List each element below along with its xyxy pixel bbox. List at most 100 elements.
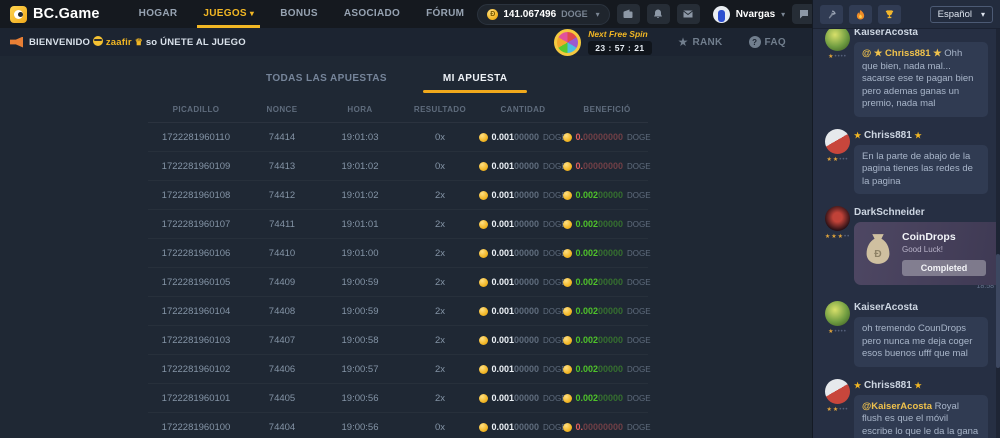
doge-coin-icon bbox=[563, 278, 572, 287]
free-spin-widget[interactable]: Next Free Spin 23 : 57 : 21 bbox=[554, 29, 651, 56]
chat-scrollbar-thumb[interactable] bbox=[996, 254, 1000, 369]
nav-item-asociado[interactable]: ASOCIADO bbox=[344, 0, 400, 28]
star-icon: ★ bbox=[678, 36, 689, 48]
cool-emoji-icon bbox=[93, 36, 103, 46]
doge-coin-icon bbox=[563, 307, 572, 316]
tab-todas-las-apuestas[interactable]: TODAS LAS APUESTAS bbox=[262, 67, 391, 93]
message-username[interactable]: ★ Chriss881 ★ bbox=[854, 130, 988, 141]
message-username[interactable]: DarkSchneider bbox=[854, 207, 988, 218]
bet-hash[interactable]: 1722281960106 bbox=[148, 248, 244, 259]
bell-icon bbox=[652, 8, 664, 20]
bet-hash[interactable]: 1722281960107 bbox=[148, 219, 244, 230]
message-bubble: oh tremendo CounDrops pero nunca me deja… bbox=[854, 317, 988, 367]
avatar[interactable] bbox=[825, 129, 850, 154]
doge-coin-icon bbox=[479, 162, 488, 171]
free-spin-label: Next Free Spin bbox=[588, 29, 651, 39]
bet-amount: 0.00100000DOGE bbox=[480, 161, 566, 172]
bet-hash[interactable]: 1722281960109 bbox=[148, 161, 244, 172]
bet-amount: 0.00100000DOGE bbox=[480, 219, 566, 230]
bets-table-header: PICADILLONONCEHORARESULTADOCANTIDADBENEF… bbox=[148, 96, 648, 123]
chat-scrollbar[interactable] bbox=[996, 28, 1000, 438]
bet-hash[interactable]: 1722281960110 bbox=[148, 132, 244, 143]
bet-hash[interactable]: 1722281960104 bbox=[148, 306, 244, 317]
bet-nonce: 74408 bbox=[244, 306, 320, 317]
bet-hash[interactable]: 1722281960101 bbox=[148, 393, 244, 404]
coindrops-title: CoinDrops bbox=[902, 231, 996, 243]
star-rating: ★★••• bbox=[826, 406, 848, 413]
bets-table: PICADILLONONCEHORARESULTADOCANTIDADBENEF… bbox=[148, 96, 648, 438]
nav-item-hogar[interactable]: HOGAR bbox=[139, 0, 178, 28]
doge-coin-icon bbox=[563, 133, 572, 142]
table-row: 17222819601077441119:01:012x0.00100000DO… bbox=[148, 210, 648, 239]
username[interactable]: Nvargas bbox=[736, 9, 775, 20]
top-navigation: BC.Game HOGAR JUEGOS▾ BONUS ASOCIADO FÓR… bbox=[0, 0, 812, 28]
messages-button[interactable] bbox=[677, 4, 700, 24]
bet-amount: 0.00100000DOGE bbox=[480, 364, 566, 375]
bets-tabs: TODAS LAS APUESTAS MI APUESTA bbox=[0, 56, 812, 93]
bet-amount: 0.00100000DOGE bbox=[480, 422, 566, 433]
wallet-button[interactable] bbox=[617, 4, 640, 24]
chat-rain-button[interactable] bbox=[820, 5, 843, 24]
star-rating: ★•••• bbox=[828, 328, 847, 335]
table-row: 17222819601007440419:00:560x0.00100000DO… bbox=[148, 413, 648, 438]
brand-logo[interactable]: BC.Game bbox=[10, 6, 100, 23]
column-header: HORA bbox=[320, 105, 400, 114]
nav-item-juegos[interactable]: JUEGOS▾ bbox=[203, 0, 254, 28]
bet-hash[interactable]: 1722281960108 bbox=[148, 190, 244, 201]
avatar[interactable] bbox=[825, 206, 850, 231]
bet-hash[interactable]: 1722281960100 bbox=[148, 422, 244, 433]
star-rating: ★★★•• bbox=[825, 233, 850, 240]
tab-mi-apuesta[interactable]: MI APUESTA bbox=[439, 67, 512, 93]
chat-messages: ★••••KaiserAcosta@ ★ Chriss881 ★ Ohh que… bbox=[813, 28, 1000, 438]
message-username[interactable]: ★ Chriss881 ★ bbox=[854, 380, 988, 391]
avatar[interactable] bbox=[825, 379, 850, 404]
doge-coin-icon bbox=[563, 162, 572, 171]
bet-nonce: 74411 bbox=[244, 219, 320, 230]
doge-coin-icon bbox=[479, 191, 488, 200]
chat-contest-button[interactable] bbox=[878, 5, 901, 24]
coindrops-card[interactable]: Ð CoinDrops Good Luck! Completed bbox=[854, 222, 1000, 285]
doge-coin-icon bbox=[479, 394, 488, 403]
mention[interactable]: @KaiserAcosta bbox=[862, 401, 932, 412]
bet-hash[interactable]: 1722281960102 bbox=[148, 364, 244, 375]
user-avatar[interactable] bbox=[713, 6, 730, 23]
avatar[interactable] bbox=[825, 301, 850, 326]
rank-link[interactable]: ★ RANK bbox=[678, 36, 723, 48]
message-username[interactable]: KaiserAcosta bbox=[854, 302, 988, 313]
table-row: 17222819601087441219:01:022x0.00100000DO… bbox=[148, 181, 648, 210]
chat-message: ★★★••DarkSchneiderÐCoinDropsGood Luck!Co… bbox=[821, 206, 988, 294]
chat-hot-button[interactable] bbox=[849, 5, 872, 24]
column-header: BENEFICIÓ bbox=[566, 105, 648, 114]
chat-message: ★••••KaiserAcosta@ ★ Chriss881 ★ Ohh que… bbox=[821, 28, 988, 122]
message-avatar-column: ★•••• bbox=[821, 301, 854, 372]
coindrops-subtitle: Good Luck! bbox=[902, 245, 996, 254]
language-selector[interactable]: Español ▾ bbox=[930, 6, 993, 23]
welcome-username[interactable]: zaafir bbox=[106, 37, 132, 48]
bet-result: 2x bbox=[400, 248, 480, 259]
bet-result: 2x bbox=[400, 335, 480, 346]
bet-profit: 0.00200000DOGE bbox=[566, 306, 648, 317]
completed-button[interactable]: Completed bbox=[902, 260, 986, 276]
doge-coin-icon: Ð bbox=[487, 9, 498, 20]
bet-profit: 0.00200000DOGE bbox=[566, 335, 648, 346]
bet-profit: 0.00200000DOGE bbox=[566, 219, 648, 230]
trophy-icon bbox=[884, 9, 895, 20]
notifications-button[interactable] bbox=[647, 4, 670, 24]
balance-selector[interactable]: Ð 141.067496 DOGE ▾ bbox=[477, 4, 609, 25]
message-username[interactable]: KaiserAcosta bbox=[854, 28, 988, 38]
megaphone-icon bbox=[10, 37, 23, 48]
mention[interactable]: @ ★ Chriss881 ★ bbox=[862, 48, 942, 59]
bet-result: 2x bbox=[400, 393, 480, 404]
nav-item-bonus[interactable]: BONUS bbox=[280, 0, 318, 28]
money-bag-icon: Ð bbox=[864, 233, 892, 265]
nav-item-forum[interactable]: FÓRUM bbox=[426, 0, 464, 28]
table-row: 17222819601027440619:00:572x0.00100000DO… bbox=[148, 355, 648, 384]
spin-info: Next Free Spin 23 : 57 : 21 bbox=[588, 29, 651, 55]
faq-link[interactable]: ? FAQ bbox=[749, 36, 786, 48]
bet-hash[interactable]: 1722281960103 bbox=[148, 335, 244, 346]
message-avatar-column: ★★★•• bbox=[821, 206, 854, 294]
avatar[interactable] bbox=[825, 28, 850, 51]
bet-time: 19:00:59 bbox=[320, 277, 400, 288]
bet-hash[interactable]: 1722281960105 bbox=[148, 277, 244, 288]
chevron-down-icon: ▾ bbox=[250, 9, 254, 18]
